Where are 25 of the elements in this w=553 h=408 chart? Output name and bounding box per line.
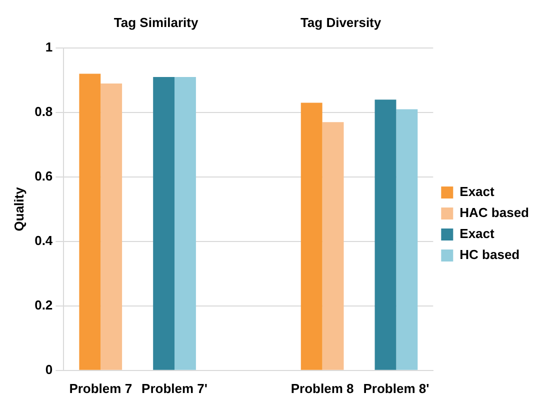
legend-label: HAC based bbox=[460, 205, 530, 220]
x-tick-label: Problem 7' bbox=[142, 380, 208, 396]
y-tick-label: 0 bbox=[45, 362, 53, 377]
bar bbox=[300, 102, 322, 370]
text: Tag Similarity bbox=[114, 15, 199, 30]
x-tick-label: Problem 8' bbox=[363, 380, 430, 396]
y-axis-title: Quality bbox=[11, 186, 26, 232]
legend-label: Exact bbox=[460, 226, 496, 242]
y-tick-label: 0.4 bbox=[34, 233, 54, 248]
y-tick-label: 0.2 bbox=[34, 298, 53, 312]
bar bbox=[79, 74, 101, 370]
bar bbox=[174, 77, 196, 370]
legend-label: Exact bbox=[460, 184, 496, 200]
y-tick-label: 0.6 bbox=[34, 168, 53, 184]
legend-label: HC based bbox=[460, 247, 520, 262]
bar bbox=[322, 122, 344, 370]
y-tick-label: 1 bbox=[45, 40, 53, 55]
x-tick-label: Problem 7 bbox=[69, 380, 132, 396]
text: Tag Diversity bbox=[300, 15, 382, 30]
bar bbox=[153, 77, 175, 370]
x-tick-label: Problem 8 bbox=[290, 380, 354, 396]
bar bbox=[100, 83, 122, 370]
bar bbox=[396, 109, 418, 370]
bar bbox=[374, 100, 396, 370]
y-tick-label: 0.8 bbox=[34, 104, 53, 120]
